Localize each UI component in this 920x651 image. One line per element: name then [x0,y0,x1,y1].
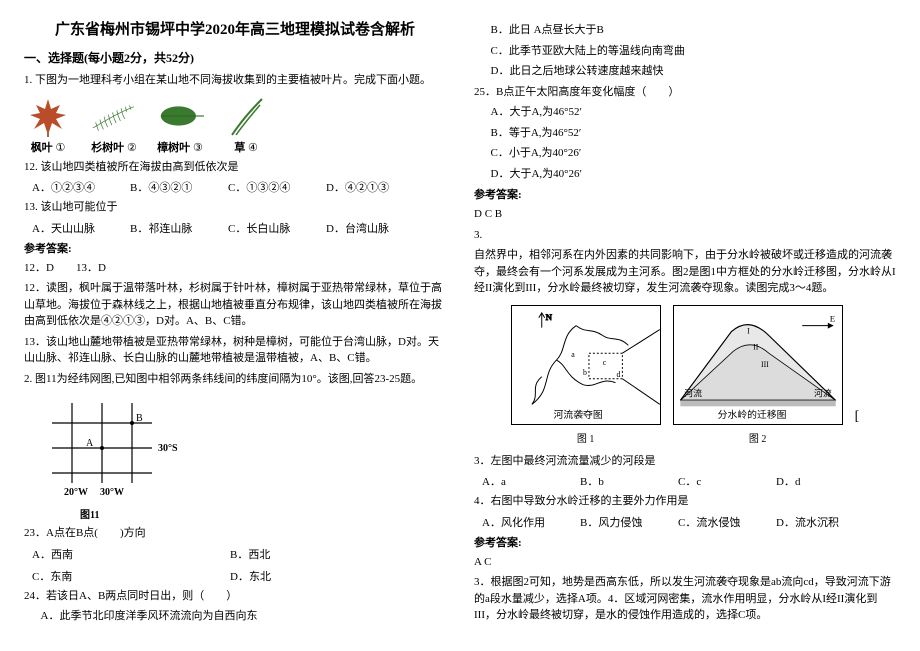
q24-optC: C．此季节亚欧大陆上的等温线向南弯曲 [474,43,896,60]
ans-label-2: 参考答案: [474,186,896,202]
divide-migration-icon: I II III E 河流 河流 分水岭的迁移图 [673,305,843,425]
svg-text:20°W: 20°W [64,487,88,498]
leaf-row: 枫叶 ① 杉树叶 ② 樟树叶 ③ [24,95,446,155]
svg-text:30°W: 30°W [100,487,124,498]
leaf-label-1: 枫叶 ① [31,139,66,155]
q25-optB: B．等于A,为46°52′ [474,125,896,142]
fig2-wrap: I II III E 河流 河流 分水岭的迁移图 图 2 [673,305,843,445]
q25-optC: C．小于A,为40°26′ [474,145,896,162]
bracket: [ [855,409,860,445]
q3s-stem: 3．左图中最终河流流量减少的河段是 [474,453,896,470]
leaf-label-2: 杉树叶 ② [91,139,137,155]
doc-title: 广东省梅州市锡坪中学2020年高三地理模拟试卷含解析 [24,18,446,39]
ans-label: 参考答案: [24,240,446,256]
svg-text:N: N [545,311,552,321]
opt: B．b [580,473,660,489]
q25-optA: A．大于A,为46°52′ [474,104,896,121]
q24-optA: A．此季节北印度洋季风环流流向为自西向东 [24,608,446,625]
oval-leaf-icon [156,95,204,137]
opt: A．西南 [32,546,212,562]
q13-opts: A．天山山脉 B．祁连山脉 C．长白山脉 D．台湾山脉 [32,220,446,236]
q3-head: 3. [474,227,896,244]
q23-stem: 23．A点在B点( )方向 [24,525,446,542]
svg-text:d: d [616,369,620,378]
leaf-fir: 杉树叶 ② [90,95,138,155]
pair-figs: N a b c d 河流袭夺图 图 1 [474,305,896,445]
svg-text:分水岭的迁移图: 分水岭的迁移图 [717,408,786,421]
leaf-grass: 草 ④ [222,95,270,155]
q4-opts: A．风化作用 B．风力侵蚀 C．流水侵蚀 D．流水沉积 [482,514,896,530]
right-column: B．此日 A点昼长大于B C．此季节亚欧大陆上的等温线向南弯曲 D．此日之后地球… [474,18,896,633]
q24-optB: B．此日 A点昼长大于B [474,22,896,39]
section-head: 一、选择题(每小题2分，共52分) [24,49,446,66]
svg-text:c: c [602,358,606,367]
opt: C．长白山脉 [228,220,308,236]
svg-text:III: III [761,359,769,368]
opt: A．①②③④ [32,179,112,195]
river-capture-icon: N a b c d 河流袭夺图 [511,305,661,425]
grid-figure: A B 30°S 20°W 30°W 图11 [42,393,446,521]
fir-icon [90,95,138,137]
q13-stem: 13. 该山地可能位于 [24,199,446,216]
grid-B: B [136,413,143,424]
opt: B．西北 [230,546,410,562]
opt: A．天山山脉 [32,220,112,236]
q3-ans: A C [474,554,896,571]
opt: C．东南 [32,568,212,584]
opt: B．风力侵蚀 [580,514,660,530]
q12-opts: A．①②③④ B．④③②① C．①③②④ D．④②①③ [32,179,446,195]
opt: D．④②①③ [326,179,406,195]
q4-stem: 4．右图中导致分水岭迁移的主要外力作用是 [474,493,896,510]
q24-stem: 24．若该日A、B两点同时日出，则（ ） [24,588,446,605]
leaf-oval: 樟树叶 ③ [156,95,204,155]
opt: B．祁连山脉 [130,220,210,236]
svg-text:河流: 河流 [684,387,702,398]
svg-text:河流: 河流 [814,387,832,398]
fig11-cap: 图11 [80,506,446,521]
svg-text:河流袭夺图: 河流袭夺图 [553,408,602,421]
q2-ans: D C B [474,206,896,223]
q13-exp: 13．该山地山麓地带植被是亚热带常绿林，树种是樟树，可能位于台湾山脉，D对。天山… [24,334,446,367]
opt: A．a [482,473,562,489]
opt: D．流水沉积 [776,514,856,530]
svg-text:E: E [829,313,834,323]
q12-exp: 12．读图，枫叶属于温带落叶林，杉树属于针叶林，樟树属于亚热带常绿林，草位于高山… [24,280,446,330]
svg-text:b: b [583,367,587,376]
latlon-grid-icon: A B 30°S 20°W 30°W [42,393,192,503]
q3-exp: 3．根据图2可知，地势是西高东低，所以发生河流袭夺现象是ab流向cd，导致河流下… [474,574,896,624]
opt: C．c [678,473,758,489]
q24-optD: D．此日之后地球公转速度越来越快 [474,63,896,80]
q23-opts: A．西南 B．西北 C．东南 D．东北 [32,546,446,584]
left-column: 广东省梅州市锡坪中学2020年高三地理模拟试卷含解析 一、选择题(每小题2分，共… [24,18,446,633]
leaf-label-4: 草 ④ [234,139,258,155]
svg-text:a: a [571,350,575,359]
fig1-cap: 图 1 [511,430,661,445]
maple-icon [24,95,72,137]
opt: D．d [776,473,856,489]
svg-text:II: II [753,342,759,351]
svg-text:30°S: 30°S [158,443,178,454]
opt: C．①③②④ [228,179,308,195]
ans-label-3: 参考答案: [474,534,896,550]
opt: A．风化作用 [482,514,562,530]
fig2-cap: 图 2 [673,430,843,445]
q12-stem: 12. 该山地四类植被所在海拔由高到低依次是 [24,159,446,176]
q3-para: 自然界中，相邻河系在内外因素的共同影响下，由于分水岭被破坏或迁移造成的河流袭夺，… [474,247,896,297]
leaf-maple: 枫叶 ① [24,95,72,155]
opt: C．流水侵蚀 [678,514,758,530]
fig1-wrap: N a b c d 河流袭夺图 图 1 [511,305,661,445]
grass-icon [222,95,270,137]
q1-stem: 1. 下图为一地理科考小组在某山地不同海拔收集到的主要植被叶片。完成下面小题。 [24,72,446,89]
q3s-opts: A．a B．b C．c D．d [482,473,896,489]
q2-stem: 2. 图11为经纬网图,已知图中相邻两条纬线间的纬度间隔为10°。该图,回答23… [24,371,446,388]
q25-stem: 25．B点正午太阳高度年变化幅度（ ） [474,84,896,101]
leaf-label-3: 樟树叶 ③ [157,139,203,155]
q25-optD: D．大于A,为40°26′ [474,166,896,183]
opt: D．台湾山脉 [326,220,406,236]
svg-text:I: I [747,326,750,335]
opt: D．东北 [230,568,410,584]
q1-ans: 12．D 13．D [24,260,446,277]
grid-A: A [86,438,94,449]
opt: B．④③②① [130,179,210,195]
